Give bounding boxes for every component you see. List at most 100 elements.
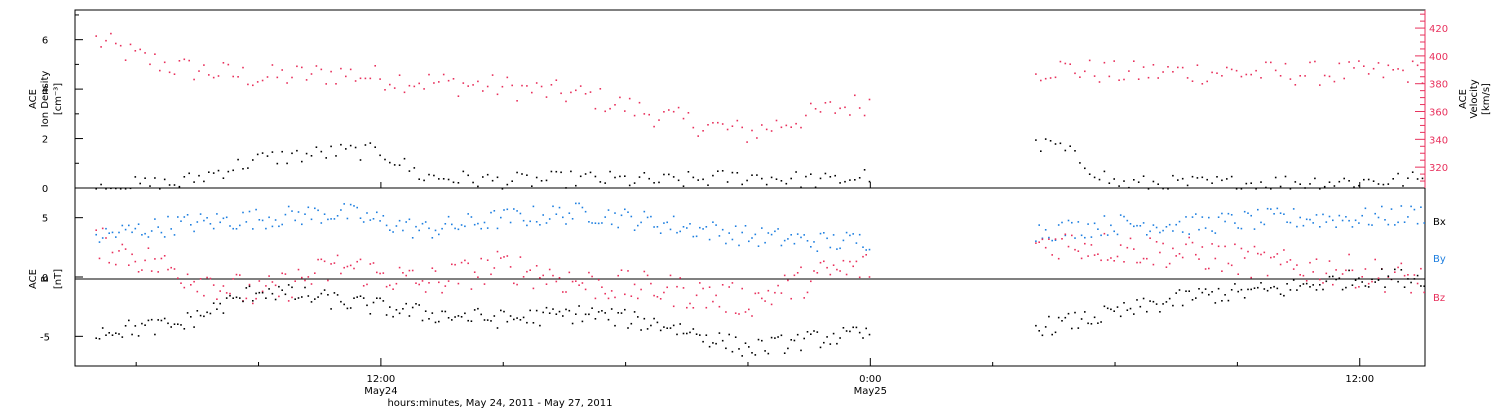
density-point: [198, 174, 200, 177]
bx-point: [1407, 278, 1409, 280]
bx-point: [291, 286, 293, 289]
velocity-point: [1093, 75, 1096, 77]
density-point: [217, 169, 220, 172]
by-point: [845, 231, 848, 234]
by-point: [627, 211, 629, 213]
by-point: [813, 241, 815, 243]
bz-point: [1087, 255, 1089, 257]
by-point: [519, 212, 522, 215]
bx-point: [575, 313, 577, 315]
bx-point: [1243, 297, 1246, 299]
bx-point: [216, 308, 218, 310]
density-point: [1397, 172, 1399, 175]
bz-point: [839, 270, 841, 272]
density-point: [335, 155, 337, 157]
by-point: [248, 210, 251, 213]
density-point: [124, 188, 127, 190]
density-point: [1260, 181, 1262, 183]
by-point: [1116, 233, 1119, 236]
bz-point: [1181, 256, 1184, 259]
density-point: [565, 187, 567, 189]
bx-point: [539, 324, 541, 327]
bx-point: [1299, 285, 1301, 287]
by-point: [715, 224, 717, 226]
bz-point: [601, 286, 603, 288]
density-point: [139, 182, 141, 185]
density-point: [183, 176, 186, 178]
bz-point: [1394, 271, 1396, 273]
velocity-point: [565, 100, 567, 103]
by-point: [1413, 208, 1416, 211]
bz-point: [1335, 269, 1337, 271]
bz-point: [1198, 258, 1200, 260]
bx-point: [496, 327, 499, 329]
density-point: [1358, 184, 1360, 187]
bx-point: [1038, 330, 1040, 332]
bx-point: [1292, 279, 1295, 281]
bx-point: [206, 311, 208, 314]
bz-point: [542, 274, 544, 277]
by-point: [535, 221, 538, 223]
bz-point: [1260, 253, 1262, 256]
velocity-point: [389, 83, 391, 86]
density-point: [1294, 181, 1297, 183]
bz-point: [411, 269, 414, 272]
bz-point: [1054, 238, 1057, 240]
bz-point: [333, 262, 336, 264]
velocity-point: [765, 128, 768, 131]
velocity-point: [159, 69, 161, 72]
velocity-point: [291, 76, 293, 79]
density-point: [168, 184, 171, 186]
by-point: [467, 213, 469, 215]
density-point: [775, 178, 778, 180]
bx-point: [1410, 281, 1412, 284]
density-point: [702, 178, 704, 181]
bz-point: [490, 273, 492, 276]
density-point: [1221, 179, 1223, 182]
by-point: [790, 234, 792, 236]
by-point: [689, 223, 691, 225]
density-point: [746, 179, 748, 182]
density-point: [1040, 150, 1042, 152]
density-point: [115, 187, 117, 190]
bx-point: [451, 319, 453, 321]
bz-point: [813, 270, 815, 272]
bx-point: [604, 312, 606, 314]
velocity-point: [1377, 62, 1380, 64]
density-point: [1108, 182, 1111, 184]
bz-point: [1162, 242, 1164, 245]
velocity-point: [1167, 66, 1169, 68]
velocity-point: [1421, 82, 1424, 84]
bz-point: [1263, 251, 1266, 254]
density-point: [1319, 188, 1321, 190]
by-point: [816, 250, 819, 252]
by-point: [1152, 224, 1155, 226]
bz-point: [330, 263, 332, 265]
bz-point: [663, 291, 665, 294]
bz-point: [157, 271, 159, 273]
bx-point: [591, 307, 593, 309]
bz-point: [232, 278, 234, 280]
bz-point: [444, 285, 447, 287]
bz-point: [800, 266, 802, 269]
bz-point: [460, 261, 463, 264]
bz-point: [248, 283, 251, 286]
bx-point: [1283, 294, 1285, 297]
by-point: [597, 222, 600, 225]
bz-point: [258, 280, 261, 282]
velocity-point: [800, 126, 802, 129]
by-point: [1371, 224, 1373, 226]
velocity-point: [237, 76, 239, 78]
velocity-point: [1211, 71, 1213, 74]
density-point: [1274, 176, 1277, 179]
by-point: [826, 237, 828, 240]
by-point: [832, 234, 835, 236]
density-point: [384, 158, 386, 161]
velocity-point: [785, 124, 788, 127]
density-point: [726, 181, 729, 183]
by-point: [124, 228, 127, 231]
velocity-point: [638, 101, 641, 104]
bz-point: [721, 284, 724, 286]
density-point: [1402, 185, 1404, 187]
bz-point: [225, 292, 228, 294]
